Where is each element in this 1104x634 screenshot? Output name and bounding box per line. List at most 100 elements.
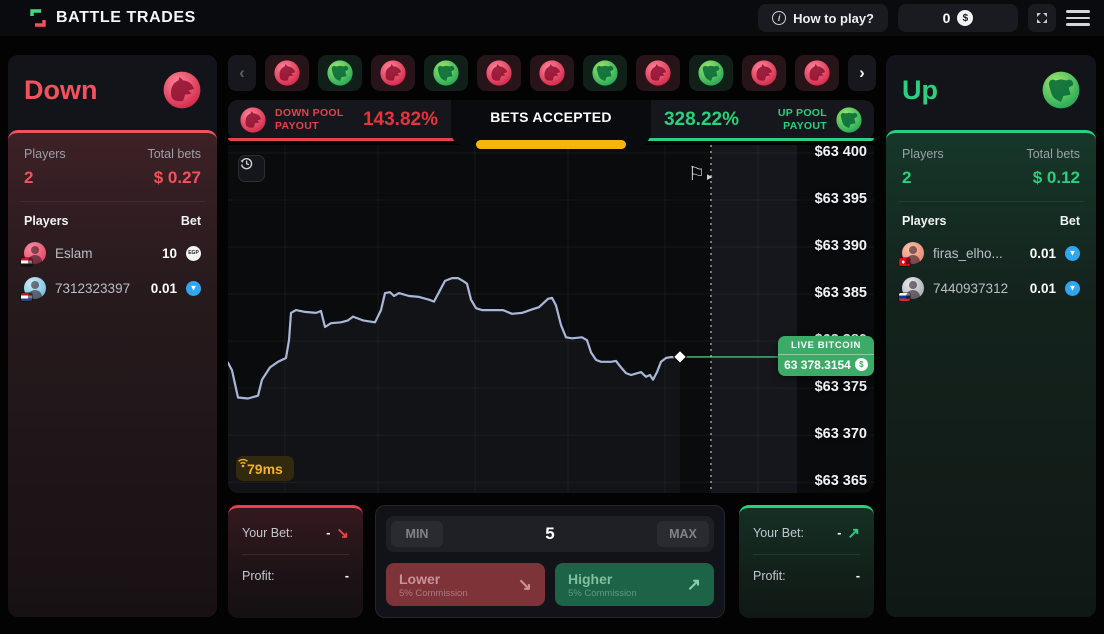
fullscreen-button[interactable] bbox=[1028, 4, 1056, 32]
history-item-up bbox=[424, 55, 468, 91]
round-timer-bar bbox=[476, 140, 626, 149]
total-bets-value: $ 0.12 bbox=[1032, 168, 1080, 187]
ton-coin-icon: ▼ bbox=[186, 280, 201, 296]
bet-amount-input[interactable]: 5 bbox=[545, 524, 555, 543]
history-item-down bbox=[530, 55, 574, 91]
brand-logo: BATTLE TRADES bbox=[28, 8, 196, 28]
history-item-down bbox=[795, 55, 839, 91]
bull-icon bbox=[1042, 71, 1080, 109]
history-item-up bbox=[318, 55, 362, 91]
ton-coin-icon: ▼ bbox=[1065, 280, 1080, 296]
latency-chip: 79ms bbox=[236, 456, 294, 481]
higher-bet-button[interactable]: Higher 5% Commission ↗ bbox=[555, 563, 714, 606]
down-your-bet-panel: Your Bet: - ↘ Profit: - bbox=[228, 505, 363, 618]
down-arrow-icon: ↘ bbox=[517, 574, 532, 594]
player-row: Eslam 10 EGP bbox=[21, 241, 201, 266]
top-bar: BATTLE TRADES i How to play? 0 $ bbox=[0, 0, 1104, 36]
players-label: Players bbox=[24, 147, 66, 161]
history-scroll-left-button[interactable]: ‹ bbox=[228, 55, 256, 91]
how-to-play-button[interactable]: i How to play? bbox=[758, 4, 888, 32]
up-pool-payout-value: 328.22% bbox=[663, 109, 739, 130]
player-bet: 0.01 bbox=[150, 280, 177, 296]
egp-coin-icon: EGP bbox=[186, 245, 201, 261]
profit-label: Profit: bbox=[753, 569, 786, 583]
bear-icon bbox=[645, 60, 671, 86]
down-title: Down bbox=[24, 74, 98, 105]
avatar bbox=[21, 242, 46, 266]
avatar bbox=[899, 277, 924, 301]
bull-icon bbox=[698, 60, 724, 86]
bull-icon bbox=[433, 60, 459, 86]
history-scroll-right-button[interactable]: › bbox=[848, 55, 876, 91]
bear-icon bbox=[274, 60, 300, 86]
latency-value: 79ms bbox=[247, 460, 283, 477]
chart-history-button[interactable] bbox=[238, 155, 265, 182]
profit-value: - bbox=[855, 569, 860, 583]
flag-icon bbox=[21, 293, 32, 301]
y-axis-tick: $63 375 bbox=[814, 379, 867, 396]
your-bet-label: Your Bet: bbox=[753, 526, 804, 540]
y-axis-tick: $63 400 bbox=[814, 145, 867, 160]
bear-icon bbox=[804, 60, 830, 86]
flag-icon bbox=[21, 258, 32, 266]
player-name: 7440937312 bbox=[933, 280, 1009, 296]
players-count: 2 bbox=[24, 168, 34, 187]
bull-icon bbox=[592, 60, 618, 86]
bear-icon bbox=[486, 60, 512, 86]
player-name: 7312323397 bbox=[55, 280, 131, 296]
list-players-header: Players bbox=[902, 214, 947, 228]
live-price-label: LIVE BITCOIN bbox=[778, 336, 874, 355]
bull-icon bbox=[327, 60, 353, 86]
round-end-flag-icon: ⚐ bbox=[688, 164, 706, 185]
clock-history-icon bbox=[240, 158, 253, 170]
total-bets-label: Total bets bbox=[147, 147, 201, 161]
player-row: 7312323397 0.01 ▼ bbox=[21, 276, 201, 301]
higher-commission: 5% Commission bbox=[568, 587, 637, 599]
bear-icon bbox=[751, 60, 777, 86]
live-price-value: 63 378.3154 bbox=[784, 357, 851, 372]
min-bet-button[interactable]: MIN bbox=[391, 521, 443, 547]
flag-icon bbox=[899, 258, 910, 266]
profit-value: - bbox=[344, 569, 349, 583]
payout-bar: DOWN POOL PAYOUT 143.82% BETS ACCEPTED 3… bbox=[228, 100, 874, 149]
player-bet: 10 bbox=[161, 245, 177, 261]
price-chart: ⚐ ▸ 79ms LIVE BITCOIN 63 378.3154 $ $63 … bbox=[228, 145, 874, 493]
lower-bet-button[interactable]: Lower 5% Commission ↘ bbox=[386, 563, 545, 606]
menu-button[interactable] bbox=[1066, 10, 1090, 26]
flag-icon bbox=[899, 293, 910, 301]
your-bet-value: - bbox=[837, 526, 842, 540]
bet-amount-row: MIN 5 MAX bbox=[386, 516, 714, 552]
battle-trades-logo-icon bbox=[30, 9, 46, 27]
down-arrow-icon: ↘ bbox=[336, 525, 349, 542]
balance-pill[interactable]: 0 $ bbox=[898, 4, 1018, 32]
history-item-down bbox=[636, 55, 680, 91]
history-item-down bbox=[742, 55, 786, 91]
chevron-left-icon: ‹ bbox=[239, 63, 245, 82]
chevron-right-icon: › bbox=[859, 63, 865, 82]
down-panel: Down Players Total bets 2 $ 0.27 Players… bbox=[8, 55, 217, 617]
dollar-coin-icon: $ bbox=[957, 10, 974, 26]
down-pool-payout-value: 143.82% bbox=[362, 109, 438, 130]
max-bet-button[interactable]: MAX bbox=[657, 521, 709, 547]
player-name: Eslam bbox=[55, 245, 93, 261]
down-pool-label: DOWN POOL PAYOUT bbox=[275, 107, 344, 132]
history-item-down bbox=[477, 55, 521, 91]
bear-icon bbox=[163, 71, 201, 109]
player-bet: 0.01 bbox=[1029, 280, 1056, 296]
list-bet-header: Bet bbox=[180, 214, 201, 228]
bear-icon bbox=[539, 60, 565, 86]
up-pool-label: UP POOL PAYOUT bbox=[777, 107, 827, 132]
your-bet-label: Your Bet: bbox=[242, 526, 293, 540]
live-price-badge: LIVE BITCOIN 63 378.3154 $ bbox=[778, 335, 874, 376]
total-bets-label: Total bets bbox=[1026, 147, 1080, 161]
up-panel: Up Players Total bets 2 $ 0.12 Players B… bbox=[886, 55, 1096, 617]
history-item-down bbox=[265, 55, 309, 91]
bear-icon bbox=[380, 60, 406, 86]
profit-label: Profit: bbox=[242, 569, 275, 583]
lower-commission: 5% Commission bbox=[399, 587, 468, 599]
player-bet: 0.01 bbox=[1029, 245, 1056, 261]
bull-icon bbox=[836, 107, 862, 133]
avatar bbox=[899, 242, 924, 266]
y-axis-tick: $63 385 bbox=[814, 285, 867, 302]
bear-icon bbox=[240, 107, 266, 133]
